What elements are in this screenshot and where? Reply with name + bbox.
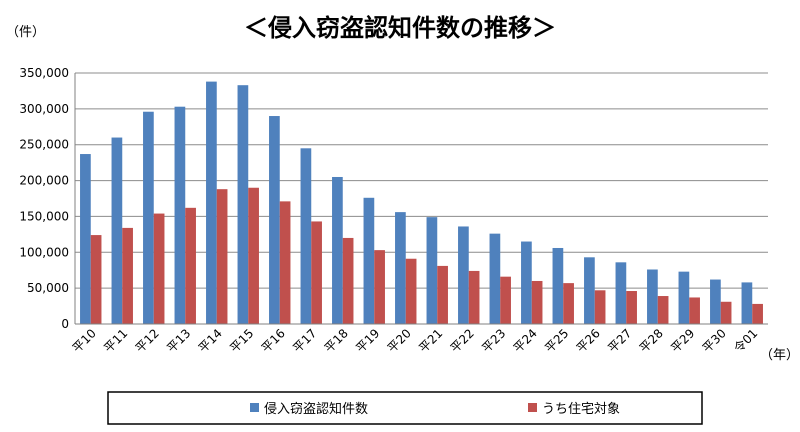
bar-series-2 [374,250,385,324]
y-tick-label: 200,000 [19,174,69,188]
x-tick-label: 平19 [353,326,382,355]
x-tick-label: 平10 [70,326,99,355]
x-tick-label: 平17 [290,326,319,355]
y-tick-label: 150,000 [19,209,69,223]
x-axis-unit: （年） [760,348,799,363]
bar-series-1 [426,217,438,324]
bar-series-1 [300,148,312,324]
bar-series-2 [689,297,700,324]
x-tick-label: 平24 [511,326,540,355]
bar-series-2 [594,290,606,324]
bar-series-2 [185,207,196,324]
bar-series-1 [143,111,154,325]
y-axis-ticks: 0 50,000 100,000 150,000 200,000 250,000 300,0… [19,66,69,331]
bar-series-1 [521,241,532,324]
x-tick-label: 平20 [385,326,414,355]
bar-series-2 [248,187,259,324]
bar-series-2 [153,213,165,324]
bar-series-2 [90,235,102,324]
bar-series-1 [710,279,721,324]
bar-series-1 [237,85,249,324]
y-tick-label: 100,000 [19,245,69,259]
x-tick-label: 平13 [164,326,193,355]
y-tick-label: 300,000 [19,102,69,116]
bar-series-2 [563,283,574,324]
x-tick-label: 平28 [637,326,666,355]
bar-series-1 [269,116,280,325]
x-tick-label: 平26 [574,326,603,355]
x-tick-label: 平21 [416,326,445,355]
x-tick-label: 平12 [133,326,162,355]
x-tick-label: 平29 [668,326,697,355]
legend-swatch-series-1 [250,403,259,412]
x-tick-label: 平14 [196,326,225,355]
bar-series-1 [584,257,595,324]
y-tick-label: 50,000 [27,281,69,295]
y-tick-label: 250,000 [19,138,69,152]
legend-swatch-series-2 [528,403,537,412]
bar-series-2 [752,303,763,324]
x-tick-label: 平16 [259,326,288,355]
x-tick-label: 令01 [730,326,760,356]
bar-series-1 [552,247,564,324]
bar-series-2 [405,258,417,324]
bar-series-1 [111,137,123,324]
x-tick-label: 平11 [101,326,130,355]
x-tick-label: 平30 [700,326,729,355]
bar-series-2 [122,227,133,324]
legend-box [107,391,703,425]
x-axis-ticks: 平10 平11 平12 平13 平14 平15 平16 平17 平18 平19 平20 平21 平22 平… [70,326,761,356]
x-tick-label: 平22 [448,326,477,355]
bar-series-2 [216,189,228,324]
chart-title: ＜侵入窃盗認知件数の推移＞ [244,14,556,42]
bar-series-2 [311,221,322,324]
x-tick-label: 平18 [322,326,351,355]
x-tick-label: 平25 [542,326,571,355]
bar-series-1 [206,81,217,324]
bar-series-1 [678,271,690,324]
x-tick-label: 平15 [227,326,256,355]
bar-series-1 [615,262,627,324]
bar-series-2 [531,280,543,324]
bars [80,81,763,325]
bar-series-1 [174,106,186,324]
bar-series-1 [741,282,753,324]
x-tick-label: 平23 [479,326,508,355]
y-tick-label: 0 [61,317,69,331]
bar-series-1 [647,269,658,324]
y-axis-unit: （件） [6,25,45,40]
bar-series-2 [657,296,669,324]
bar-series-2 [279,201,291,324]
legend-label-series-2: うち住宅対象 [542,402,620,417]
legend-label-series-1: 侵入窃盗認知件数 [264,401,368,417]
y-tick-label: 350,000 [19,66,69,80]
bar-series-2 [437,265,448,324]
bar-series-2 [342,237,354,324]
bar-series-1 [395,212,406,324]
bar-series-2 [720,301,732,324]
bar-series-1 [489,233,501,324]
x-tick-label: 平27 [605,326,634,355]
bar-series-2 [626,291,637,324]
bar-series-2 [468,270,480,324]
bar-series-1 [363,197,375,324]
bar-series-2 [500,276,511,324]
legend: 侵入窃盗認知件数 うち住宅対象 [107,391,703,425]
bar-series-1 [458,226,469,324]
bar-series-1 [80,154,91,324]
bar-series-1 [332,176,343,324]
